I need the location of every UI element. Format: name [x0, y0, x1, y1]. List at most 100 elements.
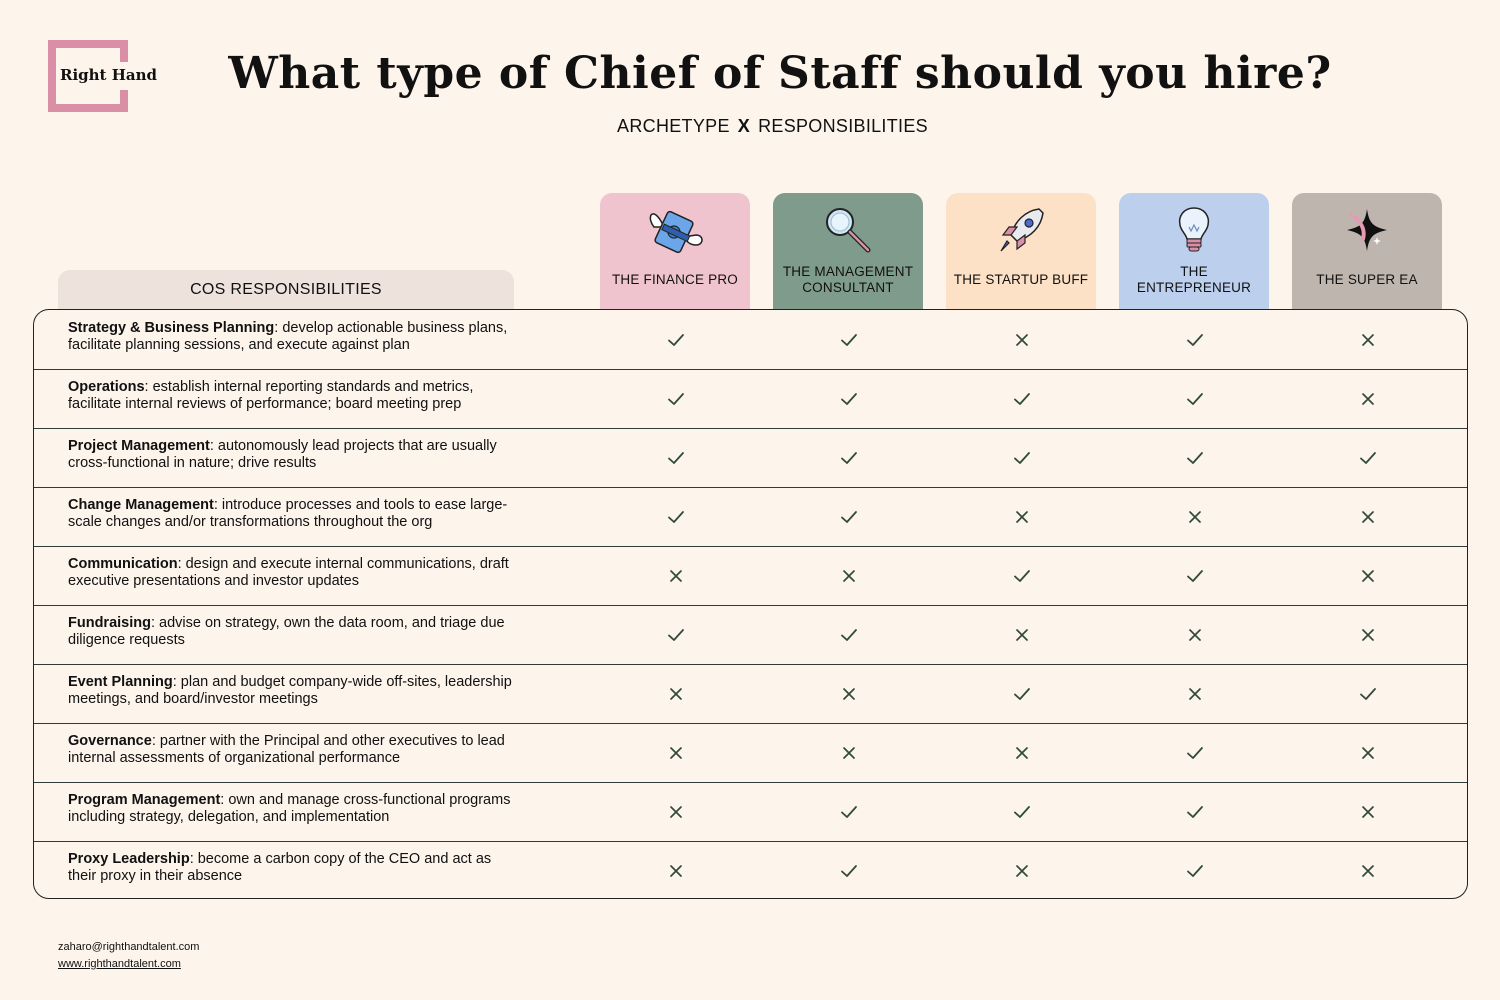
- money-with-wings-icon: [646, 205, 704, 255]
- subtitle-responsibilities: RESPONSIBILITIES: [758, 116, 928, 136]
- cross-icon: [1358, 389, 1378, 409]
- responsibility-text: : introduce processes and tools to ease …: [68, 497, 508, 530]
- archetype-header-2: THE MANAGEMENT CONSULTANT: [773, 193, 923, 310]
- cross-icon: [666, 861, 686, 881]
- check-icon: [1185, 861, 1205, 881]
- cross-icon: [1012, 625, 1032, 645]
- check-icon: [1185, 566, 1205, 586]
- logo-frame: [48, 40, 128, 112]
- responsibility-text: : plan and budget company-wide off-sites…: [68, 674, 512, 707]
- cross-icon: [1358, 743, 1378, 763]
- responsibility-name: Program Management: [68, 792, 221, 808]
- responsibility-text: : autonomously lead projects that are us…: [68, 438, 497, 471]
- cross-icon: [1012, 861, 1032, 881]
- responsibility-name: Governance: [68, 733, 152, 749]
- footer-website[interactable]: www.righthandtalent.com: [58, 958, 181, 970]
- responsibility-name: Strategy & Business Planning: [68, 320, 275, 336]
- footer-email: zaharo@righthandtalent.com: [58, 941, 200, 953]
- responsibility-table: Strategy & Business Planning: develop ac…: [33, 309, 1468, 899]
- check-icon: [1012, 448, 1032, 468]
- check-icon: [1358, 684, 1378, 704]
- responsibility-name: Change Management: [68, 497, 214, 513]
- cross-icon: [1185, 507, 1205, 527]
- responsibilities-header: COS RESPONSIBILITIES: [58, 270, 514, 310]
- cross-icon: [1358, 330, 1378, 350]
- check-icon: [1185, 743, 1205, 763]
- responsibility-description: Governance: partner with the Principal a…: [68, 733, 518, 767]
- responsibility-description: Change Management: introduce processes a…: [68, 497, 518, 531]
- table-row: Strategy & Business Planning: develop ac…: [34, 310, 1467, 370]
- check-icon: [666, 448, 686, 468]
- archetype-label: THE ENTREPRENEUR: [1136, 263, 1252, 295]
- responsibility-name: Proxy Leadership: [68, 851, 190, 867]
- sparkle-icon: [1341, 205, 1393, 255]
- archetype-header-4: THE ENTREPRENEUR: [1119, 193, 1269, 310]
- check-icon: [1185, 330, 1205, 350]
- responsibility-text: : establish internal reporting standards…: [68, 379, 474, 412]
- check-icon: [839, 861, 859, 881]
- responsibility-name: Operations: [68, 379, 145, 395]
- subtitle-x: X: [737, 116, 751, 136]
- responsibility-description: Fundraising: advise on strategy, own the…: [68, 615, 518, 649]
- responsibility-text: : partner with the Principal and other e…: [68, 733, 505, 766]
- table-row: Event Planning: plan and budget company-…: [34, 664, 1467, 724]
- cross-icon: [1358, 802, 1378, 822]
- archetype-label: THE MANAGEMENT CONSULTANT: [782, 263, 914, 295]
- cross-icon: [1358, 861, 1378, 881]
- cross-icon: [839, 743, 859, 763]
- cross-icon: [1358, 566, 1378, 586]
- check-icon: [666, 625, 686, 645]
- check-icon: [839, 330, 859, 350]
- archetype-header-1: THE FINANCE PRO: [600, 193, 750, 310]
- responsibility-text: : become a carbon copy of the CEO and ac…: [68, 851, 492, 884]
- responsibility-description: Operations: establish internal reporting…: [68, 379, 518, 413]
- responsibility-text: : develop actionable business plans, fac…: [68, 320, 508, 353]
- check-icon: [1185, 448, 1205, 468]
- check-icon: [1012, 802, 1032, 822]
- cross-icon: [1358, 507, 1378, 527]
- responsibility-name: Communication: [68, 556, 178, 572]
- check-icon: [1012, 684, 1032, 704]
- table-row: Project Management: autonomously lead pr…: [34, 428, 1467, 488]
- table-row: Operations: establish internal reporting…: [34, 369, 1467, 429]
- archetype-header-5: THE SUPER EA: [1292, 193, 1442, 310]
- logo-text: Right Hand: [60, 66, 157, 84]
- cross-icon: [666, 802, 686, 822]
- cross-icon: [1012, 743, 1032, 763]
- table-row: Proxy Leadership: become a carbon copy o…: [34, 841, 1467, 898]
- archetype-label: THE FINANCE PRO: [611, 271, 738, 287]
- cross-icon: [839, 566, 859, 586]
- magnifying-glass-icon: [822, 205, 874, 255]
- cross-icon: [1358, 625, 1378, 645]
- check-icon: [839, 389, 859, 409]
- archetype-label: THE SUPER EA: [1316, 271, 1418, 287]
- check-icon: [839, 802, 859, 822]
- check-icon: [1012, 566, 1032, 586]
- table-row: Communication: design and execute intern…: [34, 546, 1467, 606]
- table-row: Fundraising: advise on strategy, own the…: [34, 605, 1467, 665]
- archetype-label: THE STARTUP BUFF: [953, 271, 1089, 287]
- check-icon: [666, 507, 686, 527]
- check-icon: [1358, 448, 1378, 468]
- rocket-icon: [995, 205, 1047, 255]
- page-subtitle: ARCHETYPE X RESPONSIBILITIES: [0, 116, 1500, 137]
- table-row: Governance: partner with the Principal a…: [34, 723, 1467, 783]
- check-icon: [1012, 389, 1032, 409]
- table-row: Program Management: own and manage cross…: [34, 782, 1467, 842]
- responsibility-description: Proxy Leadership: become a carbon copy o…: [68, 851, 518, 885]
- check-icon: [839, 625, 859, 645]
- cross-icon: [1012, 330, 1032, 350]
- cross-icon: [1185, 684, 1205, 704]
- responsibility-text: : design and execute internal communicat…: [68, 556, 509, 589]
- responsibility-description: Project Management: autonomously lead pr…: [68, 438, 518, 472]
- archetype-header-3: THE STARTUP BUFF: [946, 193, 1096, 310]
- cross-icon: [839, 684, 859, 704]
- check-icon: [839, 448, 859, 468]
- lightbulb-icon: [1174, 205, 1214, 255]
- cross-icon: [1185, 625, 1205, 645]
- responsibility-name: Event Planning: [68, 674, 173, 690]
- check-icon: [1185, 802, 1205, 822]
- cross-icon: [1012, 507, 1032, 527]
- check-icon: [666, 389, 686, 409]
- responsibility-name: Project Management: [68, 438, 210, 454]
